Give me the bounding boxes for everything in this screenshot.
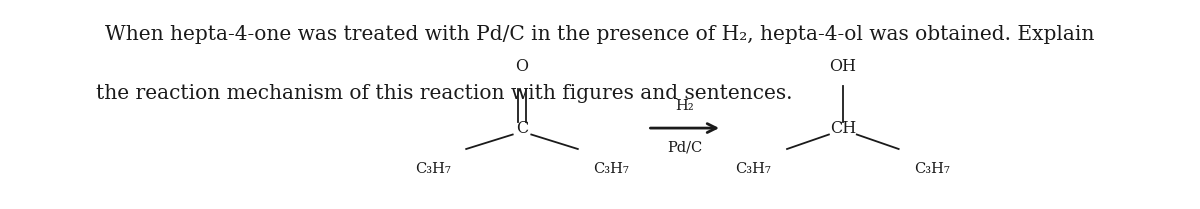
Text: When hepta‑4‑one was treated with Pd/C in the presence of H₂, hepta‑4‑ol was obt: When hepta‑4‑one was treated with Pd/C i… xyxy=(106,25,1094,44)
Text: O: O xyxy=(516,58,528,75)
Text: H₂: H₂ xyxy=(676,99,694,112)
Text: OH: OH xyxy=(829,58,857,75)
Text: C₃H₇: C₃H₇ xyxy=(594,162,629,176)
Text: C₃H₇: C₃H₇ xyxy=(914,162,950,176)
Text: CH: CH xyxy=(829,120,856,136)
Text: C₃H₇: C₃H₇ xyxy=(736,162,772,176)
Text: the reaction mechanism of this reaction with figures and sentences.: the reaction mechanism of this reaction … xyxy=(96,84,792,103)
Text: C: C xyxy=(516,120,528,136)
Text: C₃H₇: C₃H₇ xyxy=(415,162,450,176)
Text: Pd/C: Pd/C xyxy=(667,140,702,154)
